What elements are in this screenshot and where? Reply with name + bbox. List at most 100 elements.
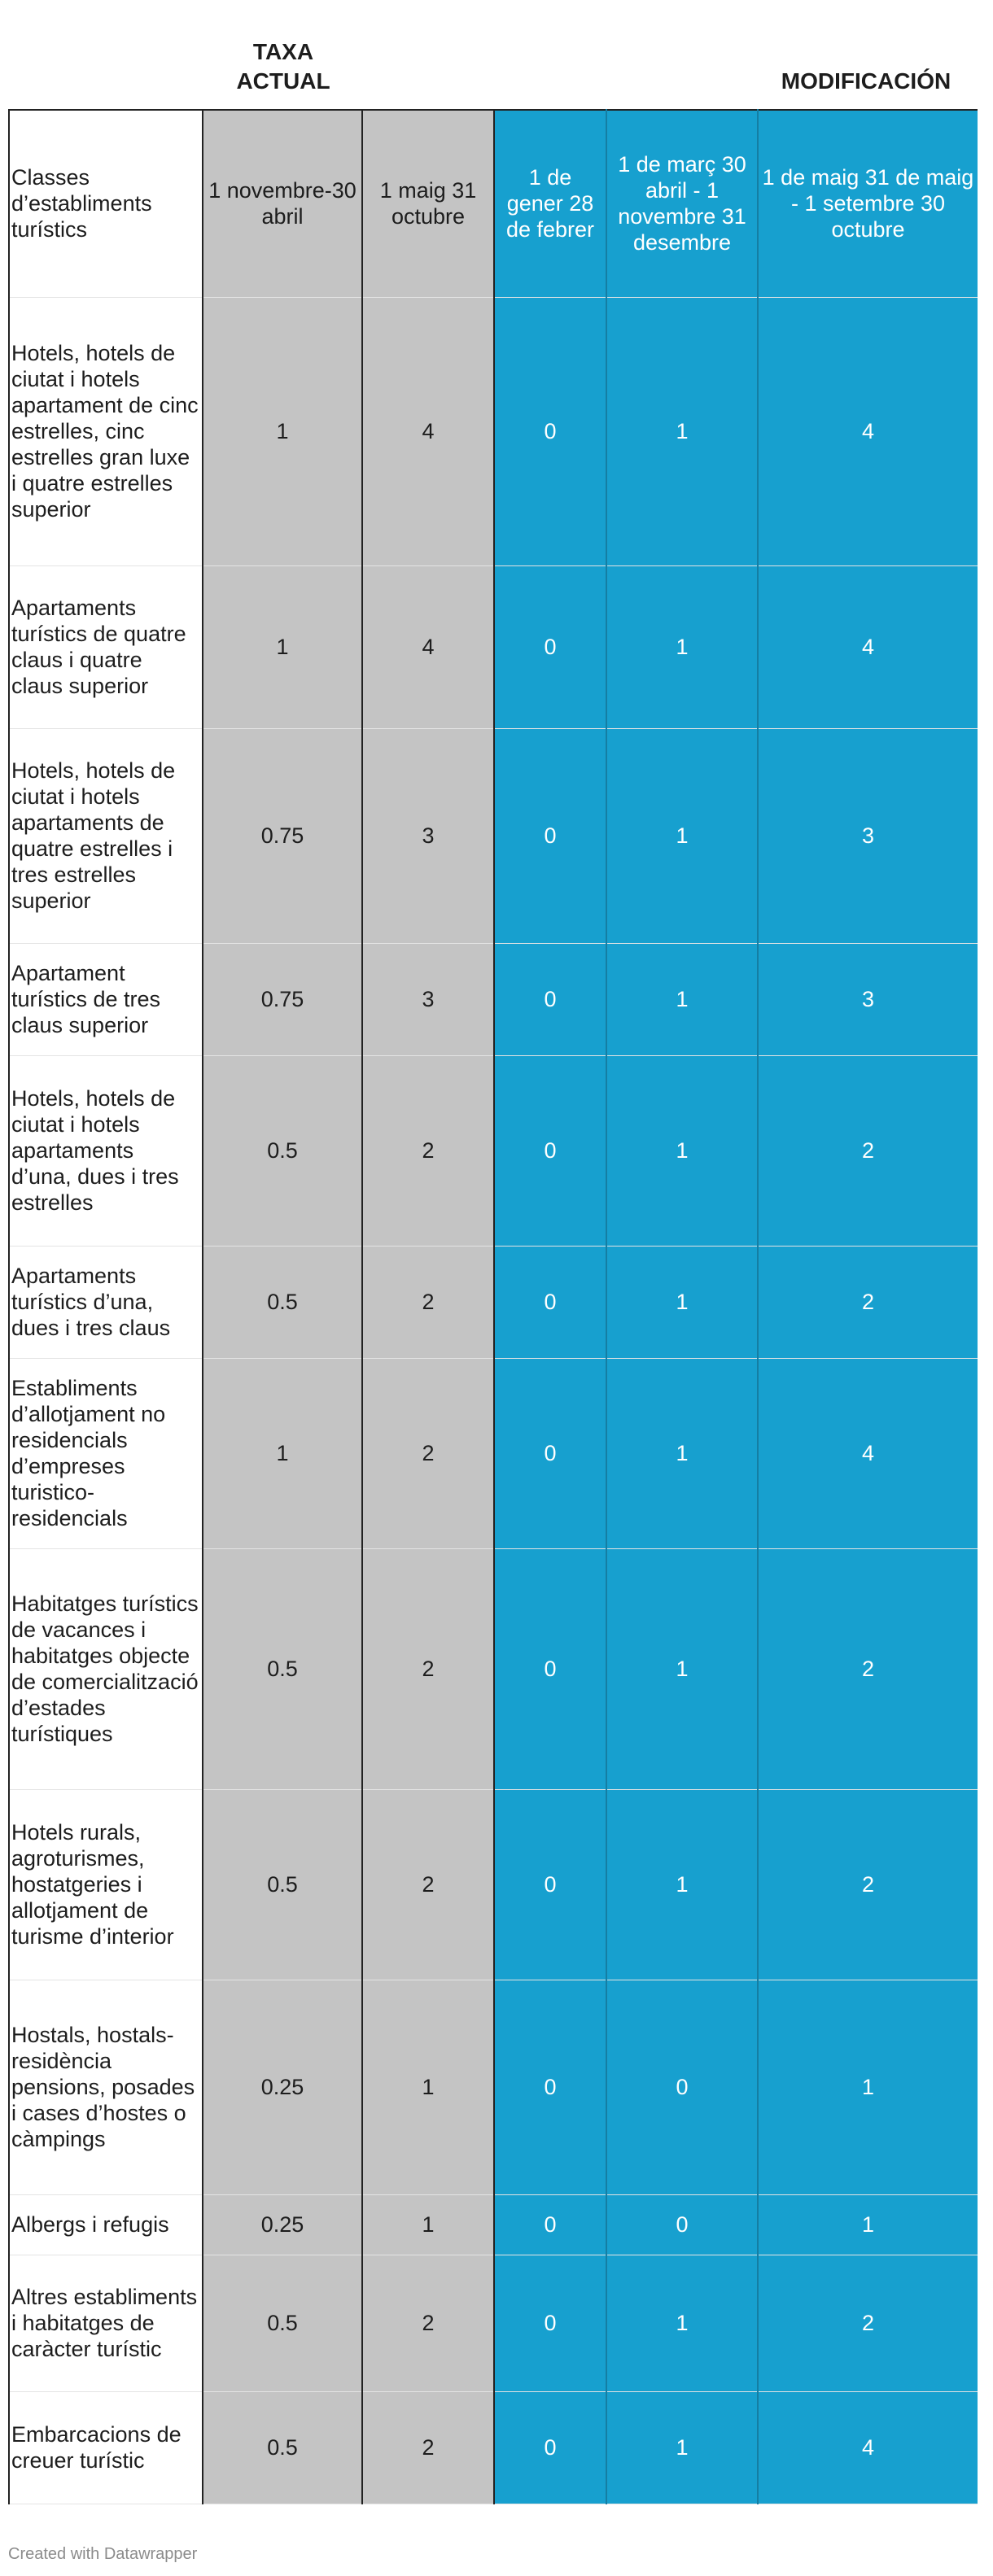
cell-mod-may-oct: 2 bbox=[758, 2255, 978, 2392]
cell-mod-may-oct: 1 bbox=[758, 2194, 978, 2255]
cell-current-low: 0.25 bbox=[203, 2194, 363, 2255]
cell-current-low: 0.5 bbox=[203, 2255, 363, 2392]
cell-mod-mar-apr-nov-dec: 1 bbox=[606, 1548, 759, 1790]
row-label: Hotels, hotels de ciutat i hotels aparta… bbox=[8, 297, 203, 566]
row-label: Embarcacions de creuer turístic bbox=[8, 2391, 203, 2504]
row-label: Apartaments turístics d’una, dues i tres… bbox=[8, 1246, 203, 1359]
table-row: Hotels, hotels de ciutat i hotels aparta… bbox=[8, 728, 978, 944]
cell-mod-may-oct: 4 bbox=[758, 1358, 978, 1549]
cell-current-high: 4 bbox=[362, 297, 495, 566]
table-row: Apartaments turístics de quatre claus i … bbox=[8, 565, 978, 729]
cell-mod-mar-apr-nov-dec: 1 bbox=[606, 565, 759, 729]
cell-current-high: 2 bbox=[362, 2391, 495, 2504]
cell-mod-may-oct: 2 bbox=[758, 1055, 978, 1247]
cell-mod-jan-feb: 0 bbox=[494, 565, 607, 729]
cell-mod-jan-feb: 0 bbox=[494, 2255, 607, 2392]
column-header-class: Classes d’establiments turístics bbox=[8, 110, 203, 298]
row-label: Hotels rurals, agroturismes, hostatgerie… bbox=[8, 1789, 203, 1980]
cell-mod-mar-apr-nov-dec: 1 bbox=[606, 1055, 759, 1247]
row-label: Apartament turístics de tres claus super… bbox=[8, 943, 203, 1056]
row-label: Altres establiments i habitatges de carà… bbox=[8, 2255, 203, 2392]
cell-mod-may-oct: 2 bbox=[758, 1548, 978, 1790]
table-row: Apartaments turístics d’una, dues i tres… bbox=[8, 1246, 978, 1359]
cell-mod-may-oct: 1 bbox=[758, 1980, 978, 2195]
cell-current-high: 3 bbox=[362, 728, 495, 944]
column-header-mod-may-oct: 1 de maig 31 de maig - 1 setembre 30 oct… bbox=[758, 110, 978, 298]
row-label: Establiments d’allotjament no residencia… bbox=[8, 1358, 203, 1549]
table-row: Hotels, hotels de ciutat i hotels aparta… bbox=[8, 297, 978, 566]
cell-mod-jan-feb: 0 bbox=[494, 1789, 607, 1980]
cell-mod-jan-feb: 0 bbox=[494, 2194, 607, 2255]
cell-current-low: 1 bbox=[203, 297, 363, 566]
cell-mod-jan-feb: 0 bbox=[494, 943, 607, 1056]
cell-mod-may-oct: 2 bbox=[758, 1789, 978, 1980]
row-label: Hotels, hotels de ciutat i hotels aparta… bbox=[8, 1055, 203, 1247]
group-header-current-line2: ACTUAL bbox=[236, 68, 330, 94]
table-row: Hotels rurals, agroturismes, hostatgerie… bbox=[8, 1789, 978, 1980]
column-header-mod-mar-apr-nov-dec: 1 de març 30 abril - 1 novembre 31 desem… bbox=[606, 110, 759, 298]
column-header-mod-jan-feb: 1 de gener 28 de febrer bbox=[494, 110, 607, 298]
row-label: Albergs i refugis bbox=[8, 2194, 203, 2255]
table-row: Albergs i refugis 0.25 1 0 0 1 bbox=[8, 2194, 978, 2255]
table-row: Altres establiments i habitatges de carà… bbox=[8, 2255, 978, 2392]
group-header-current: TAXA ACTUAL bbox=[202, 37, 365, 96]
column-header-current-high: 1 maig 31 octubre bbox=[362, 110, 495, 298]
group-header-current-line1: TAXA bbox=[252, 39, 314, 64]
group-header-modification: MODIFICACIÓN bbox=[781, 68, 951, 94]
cell-current-high: 2 bbox=[362, 1548, 495, 1790]
cell-mod-jan-feb: 0 bbox=[494, 1980, 607, 2195]
cell-mod-jan-feb: 0 bbox=[494, 2391, 607, 2504]
cell-mod-mar-apr-nov-dec: 0 bbox=[606, 2194, 759, 2255]
cell-mod-mar-apr-nov-dec: 1 bbox=[606, 1789, 759, 1980]
cell-current-high: 3 bbox=[362, 943, 495, 1056]
cell-mod-mar-apr-nov-dec: 1 bbox=[606, 1358, 759, 1549]
cell-current-high: 2 bbox=[362, 1055, 495, 1247]
datawrapper-credit: Created with Datawrapper bbox=[8, 2545, 198, 2563]
cell-current-low: 0.25 bbox=[203, 1980, 363, 2195]
cell-current-high: 2 bbox=[362, 2255, 495, 2392]
column-header-row: Classes d’establiments turístics 1 novem… bbox=[8, 110, 978, 298]
cell-current-low: 0.5 bbox=[203, 1548, 363, 1790]
row-label: Hotels, hotels de ciutat i hotels aparta… bbox=[8, 728, 203, 944]
cell-current-low: 0.5 bbox=[203, 1246, 363, 1359]
cell-mod-may-oct: 3 bbox=[758, 943, 978, 1056]
cell-current-high: 1 bbox=[362, 2194, 495, 2255]
cell-mod-may-oct: 3 bbox=[758, 728, 978, 944]
row-label: Habitatges turístics de vacances i habit… bbox=[8, 1548, 203, 1790]
cell-current-low: 0.75 bbox=[203, 728, 363, 944]
cell-mod-mar-apr-nov-dec: 1 bbox=[606, 2391, 759, 2504]
cell-mod-mar-apr-nov-dec: 0 bbox=[606, 1980, 759, 2195]
cell-current-low: 0.5 bbox=[203, 1789, 363, 1980]
cell-current-high: 4 bbox=[362, 565, 495, 729]
cell-current-high: 1 bbox=[362, 1980, 495, 2195]
row-label: Apartaments turístics de quatre claus i … bbox=[8, 565, 203, 729]
cell-mod-mar-apr-nov-dec: 1 bbox=[606, 943, 759, 1056]
table-row: Establiments d’allotjament no residencia… bbox=[8, 1358, 978, 1549]
cell-current-high: 2 bbox=[362, 1358, 495, 1549]
cell-current-high: 2 bbox=[362, 1789, 495, 1980]
cell-current-low: 0.75 bbox=[203, 943, 363, 1056]
table-page: TAXA ACTUAL MODIFICACIÓN Classes d’estab… bbox=[8, 0, 978, 2504]
cell-current-low: 0.5 bbox=[203, 2391, 363, 2504]
cell-mod-jan-feb: 0 bbox=[494, 1358, 607, 1549]
cell-current-low: 0.5 bbox=[203, 1055, 363, 1247]
table-row: Hotels, hotels de ciutat i hotels aparta… bbox=[8, 1055, 978, 1247]
row-label: Hostals, hostals-residència pensions, po… bbox=[8, 1980, 203, 2195]
cell-mod-may-oct: 4 bbox=[758, 297, 978, 566]
column-header-current-low: 1 novembre-30 abril bbox=[203, 110, 363, 298]
cell-current-low: 1 bbox=[203, 565, 363, 729]
cell-mod-jan-feb: 0 bbox=[494, 1055, 607, 1247]
cell-mod-may-oct: 2 bbox=[758, 1246, 978, 1359]
cell-mod-mar-apr-nov-dec: 1 bbox=[606, 728, 759, 944]
cell-mod-may-oct: 4 bbox=[758, 565, 978, 729]
cell-mod-mar-apr-nov-dec: 1 bbox=[606, 297, 759, 566]
cell-mod-mar-apr-nov-dec: 1 bbox=[606, 2255, 759, 2392]
cell-mod-jan-feb: 0 bbox=[494, 728, 607, 944]
table-row: Embarcacions de creuer turístic 0.5 2 0 … bbox=[8, 2391, 978, 2504]
group-header-row: TAXA ACTUAL MODIFICACIÓN bbox=[8, 0, 977, 109]
table-row: Hostals, hostals-residència pensions, po… bbox=[8, 1980, 978, 2195]
table-row: Habitatges turístics de vacances i habit… bbox=[8, 1548, 978, 1790]
cell-mod-jan-feb: 0 bbox=[494, 1246, 607, 1359]
cell-current-high: 2 bbox=[362, 1246, 495, 1359]
cell-mod-mar-apr-nov-dec: 1 bbox=[606, 1246, 759, 1359]
